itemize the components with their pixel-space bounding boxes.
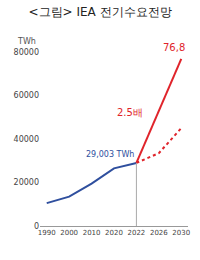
svg-text:2020: 2020 bbox=[105, 229, 123, 237]
svg-text:1990: 1990 bbox=[38, 229, 56, 237]
svg-text:2010: 2010 bbox=[83, 229, 101, 237]
svg-text:60000: 60000 bbox=[14, 91, 39, 100]
svg-text:0: 0 bbox=[34, 222, 39, 231]
svg-text:2030: 2030 bbox=[172, 229, 190, 237]
svg-text:2000: 2000 bbox=[60, 229, 78, 237]
svg-text:2022: 2022 bbox=[128, 229, 146, 237]
svg-text:76,8: 76,8 bbox=[163, 42, 185, 53]
svg-text:20000: 20000 bbox=[14, 178, 39, 187]
svg-text:<그림> IEA 전기수요전망: <그림> IEA 전기수요전망 bbox=[28, 5, 171, 19]
svg-text:29,003 TWh: 29,003 TWh bbox=[86, 150, 134, 159]
svg-text:40000: 40000 bbox=[14, 135, 39, 144]
svg-text:TWh: TWh bbox=[17, 37, 36, 46]
svg-text:2026: 2026 bbox=[150, 229, 168, 237]
svg-text:2.5배: 2.5배 bbox=[117, 107, 143, 118]
svg-text:80000: 80000 bbox=[14, 48, 39, 57]
